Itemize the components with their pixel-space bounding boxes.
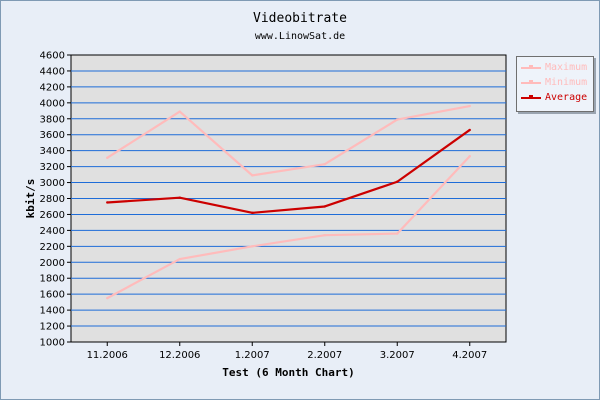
data-point-average (323, 205, 326, 208)
data-point-maximum (106, 156, 109, 160)
data-point-minimum (323, 233, 326, 237)
y-tick-label: 4200 (40, 82, 65, 93)
y-axis-title: kbit/s (24, 179, 37, 219)
legend-item-minimum: Minimum (521, 76, 593, 90)
y-tick-label: 2800 (40, 194, 65, 205)
y-tick-label: 4000 (40, 98, 65, 109)
data-point-minimum (396, 232, 399, 235)
chart-subtitle: www.LinowSat.de (254, 31, 346, 42)
y-tick-label: 3800 (40, 114, 65, 125)
data-point-maximum (178, 110, 181, 113)
chart-title: Videobitrate (253, 11, 347, 26)
data-point-average (251, 211, 254, 215)
y-tick-label: 4600 (40, 51, 65, 62)
data-point-average (178, 196, 181, 199)
data-point-minimum (178, 257, 181, 261)
y-tick-label: 2400 (40, 226, 65, 237)
data-point-maximum (323, 163, 326, 166)
legend-label: Minimum (545, 77, 588, 88)
chart-legend: Maximum Minimum Average (516, 56, 594, 112)
x-tick-label: 4.2007 (452, 350, 487, 361)
y-tick-label: 3400 (40, 146, 65, 157)
data-point-minimum (251, 245, 254, 248)
data-point-maximum (468, 104, 471, 108)
x-tick-label: 1.2007 (235, 350, 270, 361)
y-tick-label: 3200 (40, 162, 65, 173)
x-axis-title: Test (6 Month Chart) (222, 366, 354, 379)
series-line-maximum (106, 104, 470, 177)
data-point-minimum (106, 296, 109, 300)
series-line-average (107, 129, 471, 214)
legend-label: Maximum (545, 62, 588, 73)
x-tick-label: 11.2006 (87, 350, 128, 361)
legend-label: Average (545, 92, 588, 103)
data-point-maximum (396, 118, 399, 121)
x-tick-label: 2.2007 (307, 350, 342, 361)
y-tick-label: 2600 (40, 210, 65, 221)
y-tick-label: 3600 (40, 130, 65, 141)
y-tick-label: 1000 (40, 338, 65, 349)
y-tick-label: 2200 (40, 242, 65, 253)
legend-item-average: Average (521, 91, 593, 105)
y-tick-label: 1600 (40, 290, 65, 301)
x-tick-label: 3.2007 (380, 350, 415, 361)
legend-marker-icon (529, 65, 533, 69)
series-line-minimum (106, 155, 471, 300)
legend-marker-icon (529, 80, 533, 84)
x-tick-label: 12.2006 (159, 350, 200, 361)
data-point-maximum (251, 174, 254, 177)
data-point-average (396, 180, 399, 183)
data-point-average (468, 128, 471, 132)
y-tick-label: 1800 (40, 274, 65, 285)
legend-item-maximum: Maximum (521, 61, 593, 75)
y-tick-label: 1400 (40, 306, 65, 317)
y-tick-label: 4400 (40, 66, 65, 77)
data-point-minimum (468, 155, 471, 158)
y-tick-label: 3000 (40, 178, 65, 189)
data-point-average (106, 201, 109, 204)
legend-marker-icon (529, 95, 533, 99)
y-tick-label: 2000 (40, 258, 65, 269)
y-tick-label: 1200 (40, 322, 65, 333)
